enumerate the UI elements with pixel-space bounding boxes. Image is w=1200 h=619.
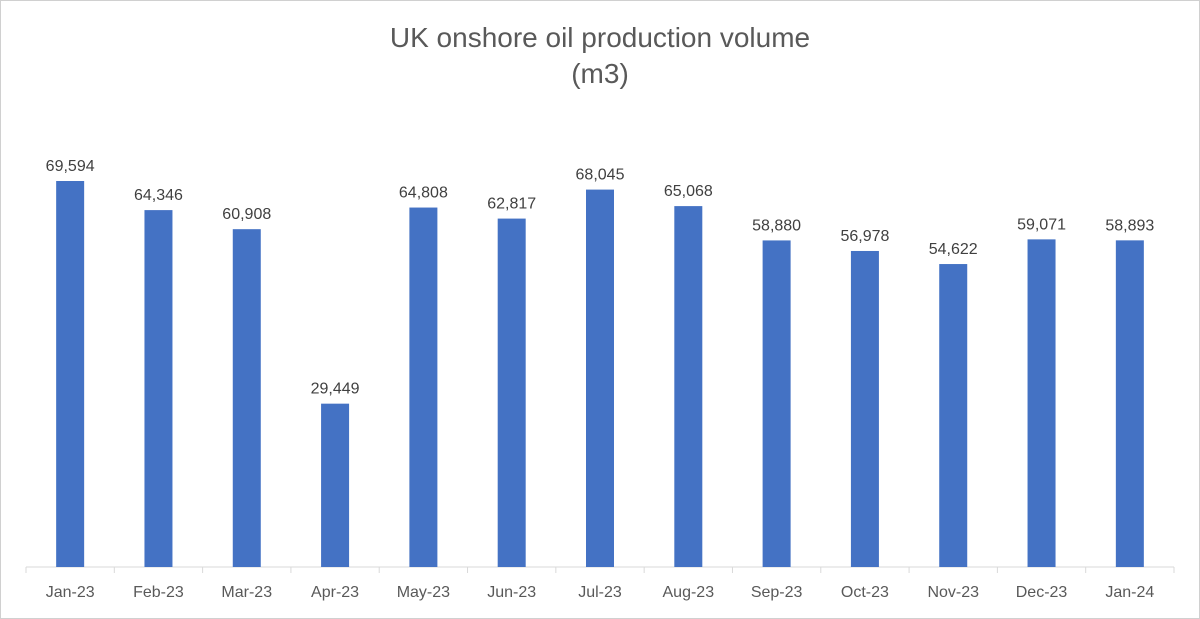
x-tick-label: Aug-23 [663, 584, 715, 601]
x-tick-label: Apr-23 [311, 584, 359, 601]
bar-aug-23 [674, 206, 703, 567]
x-tick-label: Sep-23 [751, 584, 803, 601]
chart-title-line-2: (m3) [571, 58, 629, 89]
data-label: 60,908 [222, 206, 271, 223]
chart-title-line-1: UK onshore oil production volume [389, 22, 811, 53]
x-tick-label: Nov-23 [927, 584, 979, 601]
bar-may-23 [409, 207, 438, 567]
bar-dec-23 [1027, 239, 1056, 567]
data-label: 62,817 [487, 196, 536, 213]
bar-jan-24 [1115, 240, 1144, 568]
bar-oct-23 [850, 250, 879, 568]
x-tick-label: May-23 [397, 584, 450, 601]
data-label: 69,594 [46, 158, 95, 175]
x-tick-label: Mar-23 [221, 584, 272, 601]
bar-sep-23 [762, 240, 791, 567]
data-label: 59,071 [1017, 216, 1066, 233]
bar-apr-23 [321, 403, 350, 567]
x-tick-label: Jun-23 [487, 584, 536, 601]
x-tick-label: Jul-23 [578, 584, 622, 601]
bar-nov-23 [939, 264, 968, 567]
bar-feb-23 [144, 210, 173, 568]
x-tick-label: Oct-23 [841, 584, 889, 601]
bar-jul-23 [586, 189, 614, 567]
x-tick-label: Jan-24 [1105, 584, 1154, 601]
data-label: 54,622 [929, 241, 978, 258]
x-tick-label: Dec-23 [1016, 584, 1068, 601]
chart-title: UK onshore oil production volume (m3) [0, 20, 1200, 92]
bar-jan-23 [56, 181, 85, 567]
data-label: 58,893 [1105, 217, 1154, 234]
data-label: 29,449 [311, 381, 360, 398]
x-tick-label: Jan-23 [46, 584, 95, 601]
data-label: 65,068 [664, 183, 713, 200]
data-label: 64,808 [399, 185, 448, 202]
data-label: 56,978 [840, 228, 889, 245]
x-tick-label: Feb-23 [133, 584, 184, 601]
bar-mar-23 [232, 229, 261, 567]
data-label: 58,880 [752, 217, 801, 234]
data-label: 64,346 [134, 187, 183, 204]
data-label: 68,045 [576, 167, 625, 184]
bar-jun-23 [497, 218, 526, 568]
